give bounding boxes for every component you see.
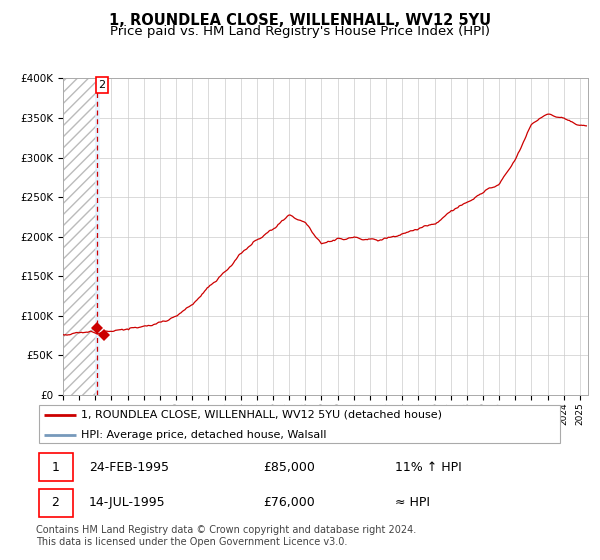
FancyBboxPatch shape: [38, 489, 73, 517]
FancyBboxPatch shape: [38, 405, 560, 443]
Text: 2: 2: [52, 496, 59, 509]
Text: 11% ↑ HPI: 11% ↑ HPI: [395, 461, 462, 474]
Text: ≈ HPI: ≈ HPI: [395, 496, 430, 509]
Text: 1: 1: [52, 461, 59, 474]
Text: 24-FEB-1995: 24-FEB-1995: [89, 461, 169, 474]
Bar: [63, 78, 97, 395]
Text: Contains HM Land Registry data © Crown copyright and database right 2024.
This d: Contains HM Land Registry data © Crown c…: [36, 525, 416, 547]
Text: HPI: Average price, detached house, Walsall: HPI: Average price, detached house, Wals…: [81, 430, 326, 440]
Text: £76,000: £76,000: [263, 496, 315, 509]
Text: £85,000: £85,000: [263, 461, 315, 474]
Text: 14-JUL-1995: 14-JUL-1995: [89, 496, 166, 509]
Text: 2: 2: [98, 80, 106, 90]
Text: 1, ROUNDLEA CLOSE, WILLENHALL, WV12 5YU: 1, ROUNDLEA CLOSE, WILLENHALL, WV12 5YU: [109, 13, 491, 29]
Text: 1, ROUNDLEA CLOSE, WILLENHALL, WV12 5YU (detached house): 1, ROUNDLEA CLOSE, WILLENHALL, WV12 5YU …: [81, 409, 442, 419]
FancyBboxPatch shape: [38, 453, 73, 481]
Text: Price paid vs. HM Land Registry's House Price Index (HPI): Price paid vs. HM Land Registry's House …: [110, 25, 490, 38]
Bar: [95, 78, 100, 395]
